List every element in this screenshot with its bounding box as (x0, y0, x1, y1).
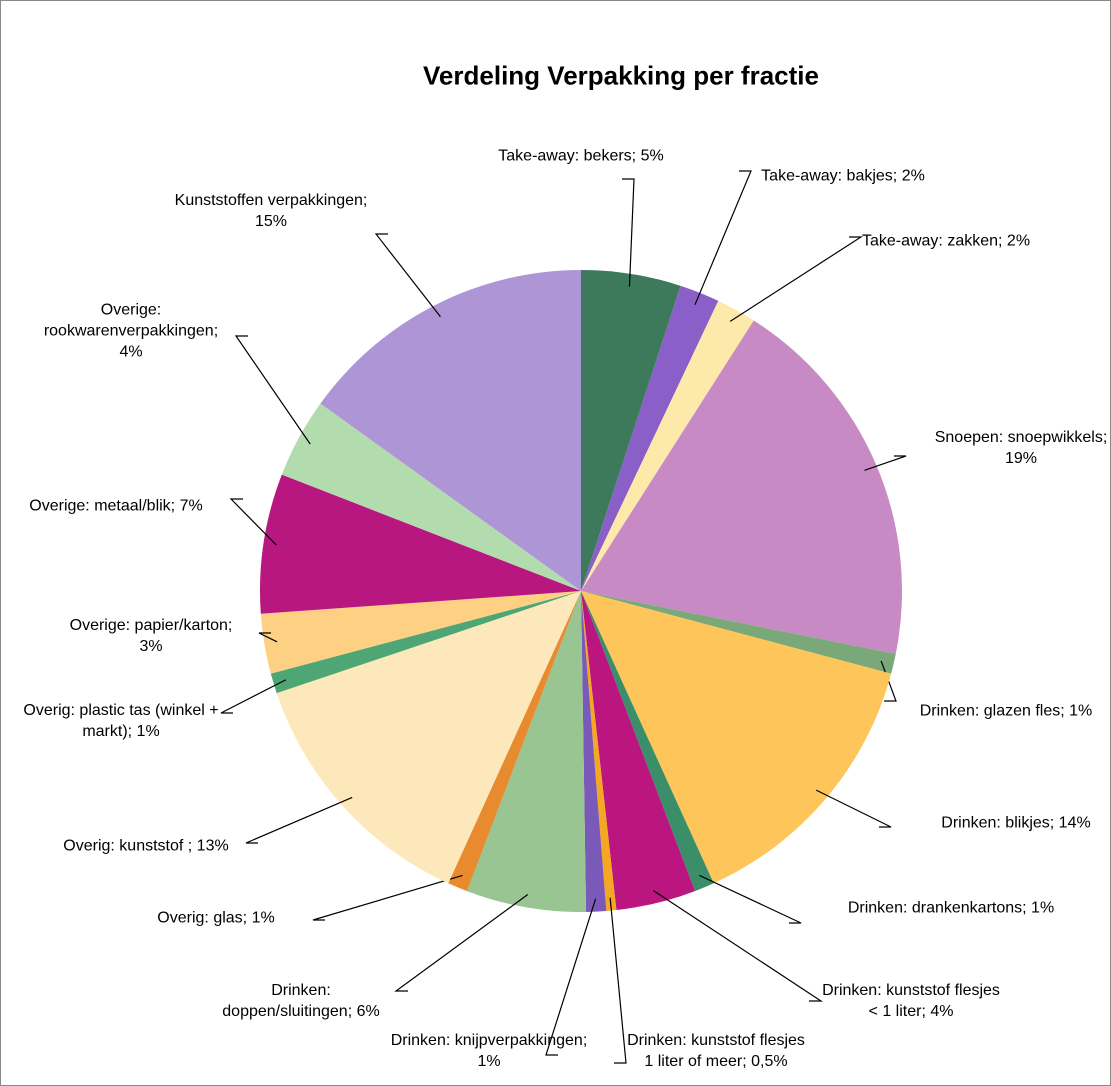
slice (581, 300, 754, 591)
data-label: Drinken: blikjes; 14% (906, 813, 1110, 834)
label-value: 2% (901, 167, 925, 185)
data-label: Overig: kunststof ; 13% (36, 836, 256, 857)
slice (581, 591, 896, 674)
leader-line (258, 632, 278, 643)
data-label: Take-away: zakken; 2% (851, 231, 1041, 252)
label-value: 1% (251, 909, 275, 927)
label-value: 0,5% (751, 1053, 788, 1070)
slice (281, 403, 581, 591)
leader-line (374, 233, 441, 318)
label-value: 5% (640, 147, 664, 165)
label-value: 4% (119, 343, 143, 361)
label-category: Drinken: glazen fles; (919, 702, 1065, 720)
slice (581, 320, 903, 654)
slice (581, 591, 696, 911)
data-label: Drinken: kunststof flesjes < 1 liter; 4% (816, 980, 1006, 1022)
slice (581, 285, 719, 591)
label-value: 15% (254, 213, 288, 230)
label-category: Overig: plastic tas (winkel + markt); (23, 702, 219, 740)
data-label: Drinken: glazen fles; 1% (901, 701, 1110, 722)
label-category: Drinken: kunststof flesjes < 1 liter; (822, 982, 1000, 1020)
data-label: Drinken: knijpverpakkingen; 1% (389, 1030, 589, 1072)
data-label: Drinken: kunststof flesjes 1 liter of me… (621, 1030, 811, 1072)
data-label: Drinken: drankenkartons; 1% (801, 898, 1101, 919)
label-category: Overige: metaal/blik; (29, 497, 176, 515)
slice (320, 270, 581, 591)
data-label: Overig: glas; 1% (116, 908, 316, 929)
slice (581, 591, 714, 892)
leader-line (622, 178, 635, 287)
slice (466, 591, 587, 913)
data-label: Overig: plastic tas (winkel + markt); 1% (11, 700, 231, 742)
data-label: Overige: rookwarenverpakkingen; 4% (44, 300, 219, 363)
label-category: Take-away: bakjes; (761, 167, 898, 185)
label-value: 1% (477, 1053, 501, 1070)
label-category: Drinken: knijpverpakkingen; (390, 1032, 588, 1049)
leader-line (864, 455, 907, 471)
label-value: 1% (1069, 702, 1093, 720)
label-value: 6% (356, 1003, 380, 1020)
label-category: Overig: kunststof ; (63, 837, 193, 855)
label-value: 14% (1058, 814, 1091, 832)
leader-line (815, 789, 892, 828)
label-category: Kunststoffen verpakkingen; (174, 192, 368, 209)
data-label: Take-away: bakjes; 2% (758, 166, 928, 187)
label-category: Drinken: drankenkartons; (847, 899, 1027, 917)
leader-line (312, 874, 463, 921)
leader-line (699, 874, 802, 924)
label-category: Drinken: doppen/sluitingen; (222, 982, 353, 1020)
label-category: Snoepen: snoepwikkels; (934, 429, 1108, 446)
slice (260, 474, 581, 614)
leader-line (694, 170, 752, 305)
slice (260, 591, 581, 674)
data-label: Kunststoffen verpakkingen; 15% (171, 190, 371, 232)
slice (581, 591, 892, 884)
label-value: 3% (139, 638, 163, 655)
slice (581, 270, 681, 591)
slice (581, 591, 617, 912)
slice (581, 591, 607, 912)
slice (448, 591, 581, 892)
data-label: Drinken: doppen/sluitingen; 6% (211, 980, 391, 1022)
leader-line (234, 335, 311, 445)
leader-line (609, 897, 627, 1064)
leader-line (652, 890, 824, 1002)
leader-line (229, 498, 277, 546)
slice (270, 591, 581, 694)
label-category: Take-away: zakken; (861, 232, 1003, 250)
label-value: 1% (1031, 899, 1055, 917)
leader-line (394, 894, 529, 992)
label-value: 2% (1006, 232, 1031, 250)
leader-line (220, 679, 287, 714)
slice (276, 591, 581, 884)
label-value: 1% (136, 723, 160, 740)
leader-line (729, 236, 864, 322)
label-value: 7% (179, 497, 203, 515)
data-label: Take-away: bekers; 5% (481, 146, 681, 167)
label-value: 13% (196, 837, 229, 855)
label-category: Overige: papier/karton; (69, 617, 233, 634)
label-value: 4% (930, 1003, 954, 1020)
label-category: Take-away: bekers; (498, 147, 637, 165)
label-value: 19% (1004, 450, 1038, 467)
label-category: Overig: glas; (157, 909, 248, 927)
label-category: Drinken: kunststof flesjes 1 liter of me… (627, 1032, 805, 1070)
data-label: Overige: metaal/blik; 7% (16, 496, 216, 517)
chart-title: Verdeling Verpakking per fractie (423, 60, 819, 91)
leader-line (545, 898, 597, 1056)
leader-line (245, 796, 353, 844)
data-label: Snoepen: snoepwikkels; 19% (931, 427, 1110, 469)
label-category: Drinken: blikjes; (941, 814, 1055, 832)
label-category: Overige: rookwarenverpakkingen; (43, 301, 219, 340)
data-label: Overige: papier/karton; 3% (61, 615, 241, 657)
